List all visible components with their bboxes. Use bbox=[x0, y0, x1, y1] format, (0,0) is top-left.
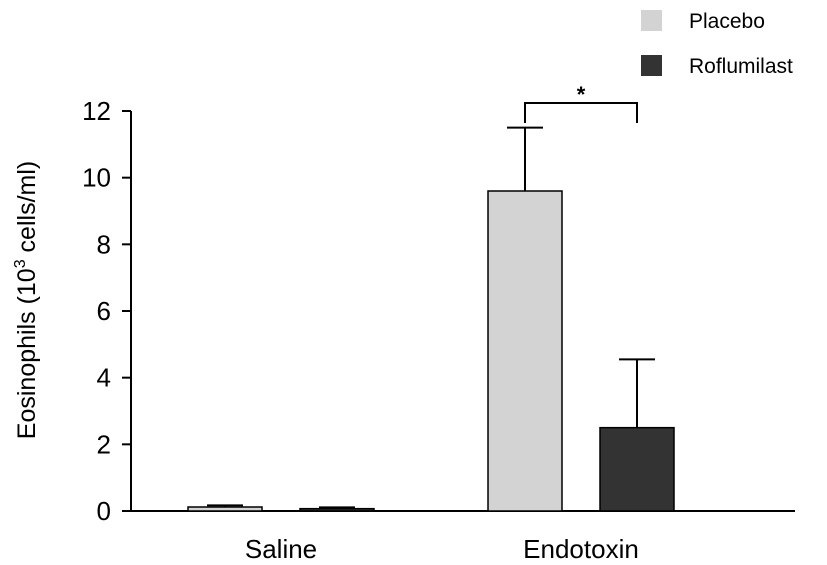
y-axis-title: Eosinophils (103 cells/ml) bbox=[12, 161, 41, 439]
y-axis-title-superscript: 3 bbox=[12, 259, 29, 268]
legend-label: Roflumilast bbox=[689, 55, 793, 78]
y-axis-title-main: Eosinophils (10 bbox=[13, 268, 41, 439]
bar bbox=[487, 190, 563, 512]
y-axis-title-suffix: cells/ml) bbox=[13, 161, 41, 260]
bar bbox=[299, 507, 375, 512]
y-tick-label: 8 bbox=[97, 229, 111, 259]
legend: Placebo Roflumilast bbox=[641, 10, 793, 78]
y-axis: 0 2 4 6 8 10 12 bbox=[82, 96, 132, 526]
bar bbox=[187, 506, 263, 512]
y-tick-label: 0 bbox=[97, 496, 111, 526]
y-tick-label: 4 bbox=[97, 363, 111, 393]
y-tick-label: 12 bbox=[82, 96, 111, 126]
legend-label: Placebo bbox=[689, 10, 765, 33]
x-category-label: Saline bbox=[245, 534, 317, 564]
y-tick-label: 2 bbox=[97, 429, 111, 459]
legend-swatch bbox=[641, 55, 662, 76]
bar bbox=[599, 426, 675, 512]
y-tick-label: 10 bbox=[82, 163, 111, 193]
significance-bracket: * bbox=[524, 82, 638, 123]
x-axis: Saline Endotoxin bbox=[131, 510, 795, 564]
y-tick-label: 6 bbox=[97, 296, 111, 326]
legend-swatch bbox=[641, 10, 662, 31]
error-bars bbox=[207, 126, 655, 509]
x-category-label: Endotoxin bbox=[523, 534, 639, 564]
bars bbox=[187, 190, 675, 512]
significance-line bbox=[524, 102, 638, 123]
significance-label: * bbox=[577, 82, 586, 107]
